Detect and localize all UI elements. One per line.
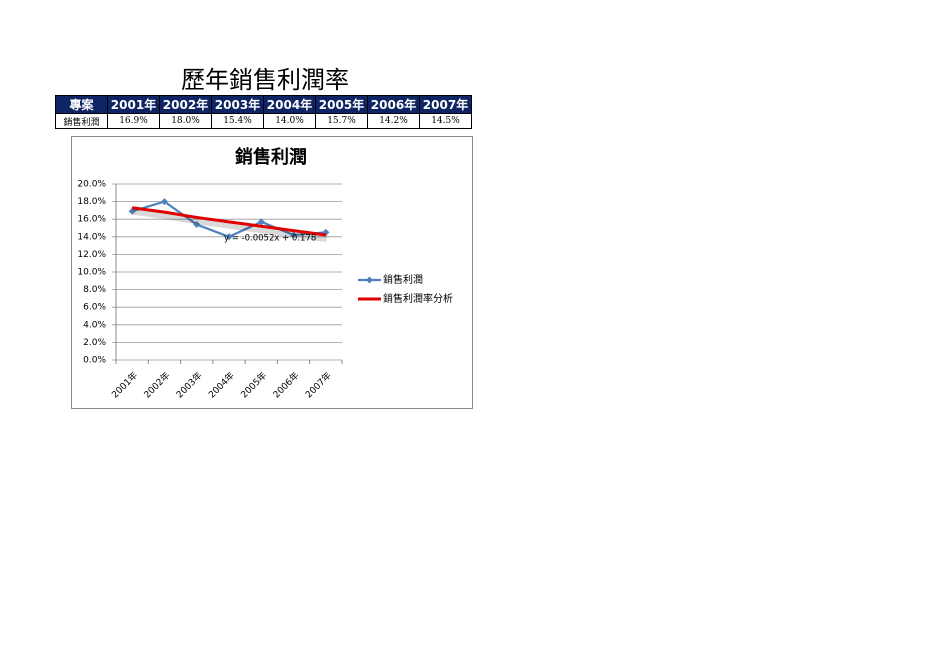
legend-label: 銷售利潤 xyxy=(383,273,423,286)
marker xyxy=(128,207,136,215)
cell: 14.2% xyxy=(367,113,420,129)
marker xyxy=(193,220,201,228)
marker xyxy=(225,233,233,241)
cell: 14.0% xyxy=(263,113,316,129)
header-row: 專案 2001年 2002年 2003年 2004年 2005年 2006年 2007年 xyxy=(55,95,472,114)
y-tick-label: 14.0% xyxy=(77,232,106,242)
y-tick-label: 6.0% xyxy=(83,303,106,313)
y-tick-label: 0.0% xyxy=(83,356,106,366)
column-header: 2001年 xyxy=(107,95,160,114)
table-row: 銷售利潤 16.9% 18.0% 15.4% 14.0% 15.7% 14.2% 14.5% xyxy=(55,113,472,129)
cell: 15.7% xyxy=(315,113,368,129)
cell: 14.5% xyxy=(419,113,472,129)
legend-label: 銷售利潤率分析 xyxy=(383,292,453,305)
y-tick-label: 12.0% xyxy=(77,250,106,260)
trend-line xyxy=(131,206,327,237)
y-tick-label: 2.0% xyxy=(83,338,106,348)
data-table: 專案 2001年 2002年 2003年 2004年 2005年 2006年 2007年 銷售利… xyxy=(55,95,472,129)
y-tick-label: 8.0% xyxy=(83,285,106,295)
y-tick-label: 4.0% xyxy=(83,320,106,330)
page-title: 歷年銷售利潤率 xyxy=(181,66,349,94)
marker xyxy=(160,198,168,206)
trend-equation: y = -0.0052x + 0.178 xyxy=(224,234,316,244)
marker xyxy=(257,218,265,226)
column-header: 2007年 xyxy=(419,95,472,114)
y-tick-label: 16.0% xyxy=(77,215,106,225)
marker xyxy=(290,231,298,239)
column-header: 2006年 xyxy=(367,95,420,114)
chart-frame xyxy=(71,136,473,409)
column-header: 2005年 xyxy=(315,95,368,114)
y-tick-label: 20.0% xyxy=(77,180,106,190)
y-tick-label: 10.0% xyxy=(77,268,106,278)
chart-title: 銷售利潤 xyxy=(235,146,307,168)
y-tick-label: 18.0% xyxy=(77,197,106,207)
legend-marker xyxy=(366,276,373,284)
trend-shadow xyxy=(132,206,328,243)
